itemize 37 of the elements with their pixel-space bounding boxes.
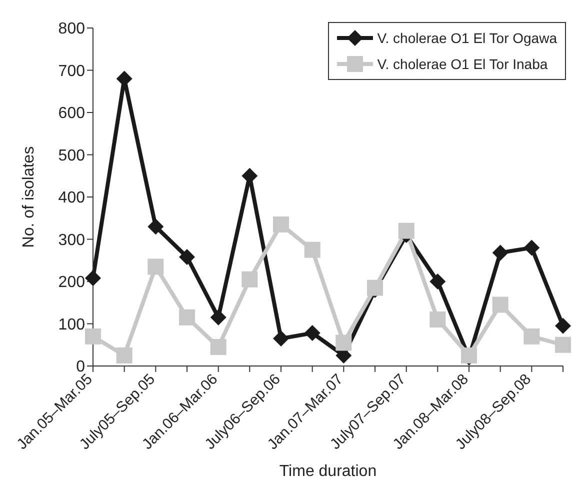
point bbox=[492, 244, 508, 261]
point bbox=[524, 240, 540, 256]
point bbox=[336, 334, 352, 351]
point bbox=[116, 347, 132, 364]
point bbox=[148, 218, 164, 235]
y-tick-label: 700 bbox=[58, 62, 86, 80]
point bbox=[304, 242, 320, 258]
point bbox=[492, 296, 508, 313]
point bbox=[85, 328, 101, 344]
y-tick-label: 400 bbox=[58, 190, 86, 207]
y-tick-label: 100 bbox=[58, 316, 86, 334]
point bbox=[524, 328, 540, 344]
point bbox=[304, 325, 320, 342]
point bbox=[430, 274, 446, 290]
y-axis-title: No. of isolates bbox=[20, 146, 38, 248]
y-tick-label: 800 bbox=[58, 20, 86, 38]
y-tick-label: 300 bbox=[58, 232, 86, 249]
point bbox=[210, 309, 226, 326]
point bbox=[461, 347, 477, 364]
point bbox=[179, 248, 195, 265]
point bbox=[273, 330, 289, 347]
y-tick-label: 500 bbox=[58, 147, 86, 164]
y-tick-label: 600 bbox=[58, 105, 86, 122]
point bbox=[148, 258, 164, 275]
legend-label: V. cholerae O1 El Tor Ogawa bbox=[377, 29, 557, 48]
x-axis-title: Time duration bbox=[279, 463, 377, 480]
y-tick-label: 200 bbox=[58, 274, 86, 292]
point bbox=[273, 216, 289, 232]
point bbox=[555, 318, 571, 334]
point bbox=[242, 271, 258, 288]
point bbox=[398, 222, 414, 239]
point bbox=[85, 270, 101, 286]
point bbox=[210, 338, 226, 355]
point bbox=[179, 309, 195, 326]
legend-label: V. cholerae O1 El Tor Inaba bbox=[377, 55, 548, 74]
point bbox=[555, 336, 571, 353]
point bbox=[430, 312, 446, 328]
